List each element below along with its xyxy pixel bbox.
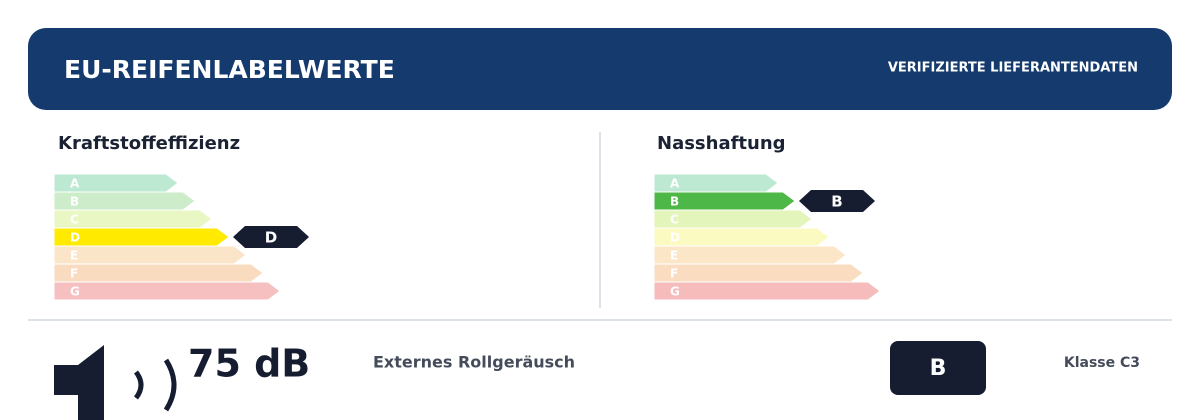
efficiency-bar <box>53 245 247 265</box>
efficiency-letter: C <box>670 213 679 227</box>
efficiency-bar <box>653 191 796 211</box>
efficiency-bar <box>53 173 179 193</box>
efficiency-letter: B <box>70 195 79 209</box>
fuel-title: Kraftstoffeffizienz <box>58 133 240 154</box>
selected-class: B <box>831 193 842 211</box>
efficiency-bar <box>53 263 264 283</box>
noise-label: Externes Rollgeräusch <box>373 353 575 372</box>
efficiency-letter: F <box>70 267 78 281</box>
efficiency-bar <box>653 209 813 229</box>
efficiency-letter: B <box>670 195 679 209</box>
efficiency-bar <box>653 281 881 301</box>
efficiency-letter: G <box>70 285 80 299</box>
noise-class: B <box>930 356 947 381</box>
selected-class-tag <box>799 190 875 212</box>
selected-class-tag <box>233 226 309 248</box>
efficiency-bar <box>653 173 779 193</box>
efficiency-bar <box>53 227 230 247</box>
efficiency-bar <box>653 227 830 247</box>
efficiency-letter: E <box>70 249 78 263</box>
noise-value: 75 dB <box>188 342 310 386</box>
selected-class: D <box>265 229 277 247</box>
sound-wave <box>133 370 144 400</box>
efficiency-bar <box>53 209 213 229</box>
header-bar <box>28 28 1172 110</box>
header-title: EU-REIFENLABELWERTE <box>64 55 395 84</box>
speaker-icon <box>54 345 104 420</box>
tyre-class: Klasse C3 <box>1064 355 1140 371</box>
wet-title: Nasshaftung <box>657 133 786 154</box>
efficiency-letter: C <box>70 213 79 227</box>
efficiency-letter: F <box>670 267 678 281</box>
efficiency-bar <box>53 191 196 211</box>
efficiency-letter: A <box>670 177 680 191</box>
efficiency-bar <box>653 263 864 283</box>
header-badge: VERIFIZIERTE LIEFERANTENDATEN <box>888 61 1138 76</box>
sound-wave <box>163 358 177 412</box>
efficiency-letter: D <box>70 231 80 245</box>
efficiency-bar <box>53 281 281 301</box>
noise-class-badge <box>890 341 986 395</box>
efficiency-letter: A <box>70 177 80 191</box>
efficiency-letter: G <box>670 285 680 299</box>
efficiency-bar <box>653 245 847 265</box>
efficiency-letter: D <box>670 231 680 245</box>
efficiency-letter: E <box>670 249 678 263</box>
